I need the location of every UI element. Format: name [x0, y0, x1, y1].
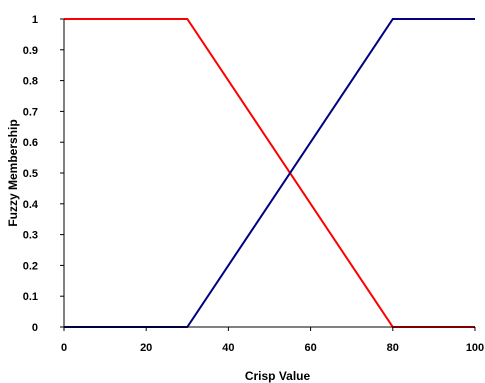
y-tick-label: 0.8	[23, 76, 38, 88]
series-line-2	[64, 18, 475, 328]
y-tick-label: 0.1	[23, 291, 38, 303]
x-axis-ticks: 0 20 40 60 80 100	[61, 327, 484, 354]
y-tick-label: 0.6	[23, 137, 38, 149]
axes	[63, 19, 475, 328]
x-tick-label: 40	[222, 342, 234, 354]
y-tick-label: 0.3	[23, 230, 38, 242]
y-tick-label: 0.2	[23, 260, 38, 272]
y-tick-label: 1	[32, 14, 38, 26]
y-axis-ticks: 0 0.1 0.2 0.3 0.4 0.5 0.6 0.7 0.8 0.9 1	[23, 14, 64, 334]
y-tick-label: 0.9	[23, 45, 38, 57]
x-tick-label: 100	[466, 342, 484, 354]
series-layer	[64, 18, 475, 328]
y-axis-title: Fuzzy Membership	[6, 119, 20, 226]
y-tick-label: 0.7	[23, 106, 38, 118]
y-tick-label: 0.5	[23, 168, 38, 180]
y-tick-label: 0	[32, 322, 38, 334]
x-tick-label: 0	[61, 342, 67, 354]
x-tick-label: 20	[140, 342, 152, 354]
x-tick-label: 80	[387, 342, 399, 354]
x-axis-title: Crisp Value	[245, 369, 311, 383]
x-tick-label: 60	[304, 342, 316, 354]
series-line-1	[64, 18, 475, 328]
y-tick-label: 0.4	[23, 199, 39, 211]
